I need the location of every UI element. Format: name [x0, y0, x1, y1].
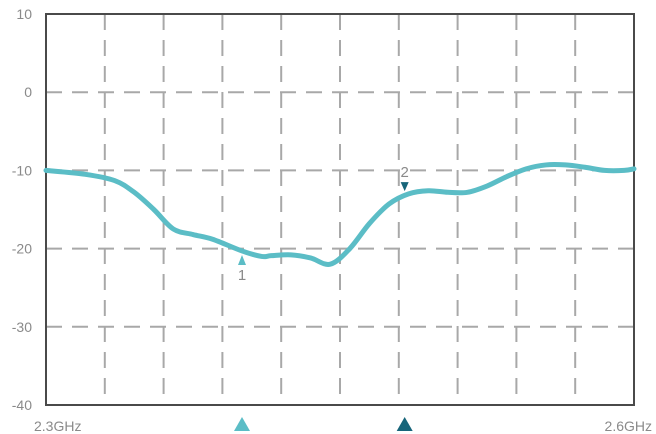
- y-tick-label: -10: [12, 162, 32, 178]
- marker-1-label: 1: [238, 267, 246, 284]
- marker-1-axis-icon: [234, 417, 250, 431]
- grid: [46, 14, 634, 405]
- marker-2-label: 2: [401, 164, 409, 181]
- x-tick-labels: 2.3GHz 2.6GHz: [34, 418, 652, 434]
- marker-2-pointer: [400, 182, 409, 192]
- y-tick-labels: 10 0 -10 -20 -30 -40: [12, 6, 32, 413]
- x-tick-label-end: 2.6GHz: [605, 418, 652, 434]
- y-tick-label: 0: [24, 84, 32, 100]
- marker-1-pointer: [238, 254, 246, 265]
- marker-2-axis-icon: [396, 417, 413, 431]
- y-tick-label: -20: [12, 241, 32, 257]
- markers: 12: [234, 164, 413, 431]
- series-line: [43, 162, 637, 267]
- y-tick-label: -30: [12, 319, 32, 335]
- x-tick-label-start: 2.3GHz: [34, 418, 81, 434]
- y-tick-label: -40: [12, 397, 32, 413]
- y-tick-label: 10: [16, 6, 32, 22]
- plot-frame: [45, 13, 635, 406]
